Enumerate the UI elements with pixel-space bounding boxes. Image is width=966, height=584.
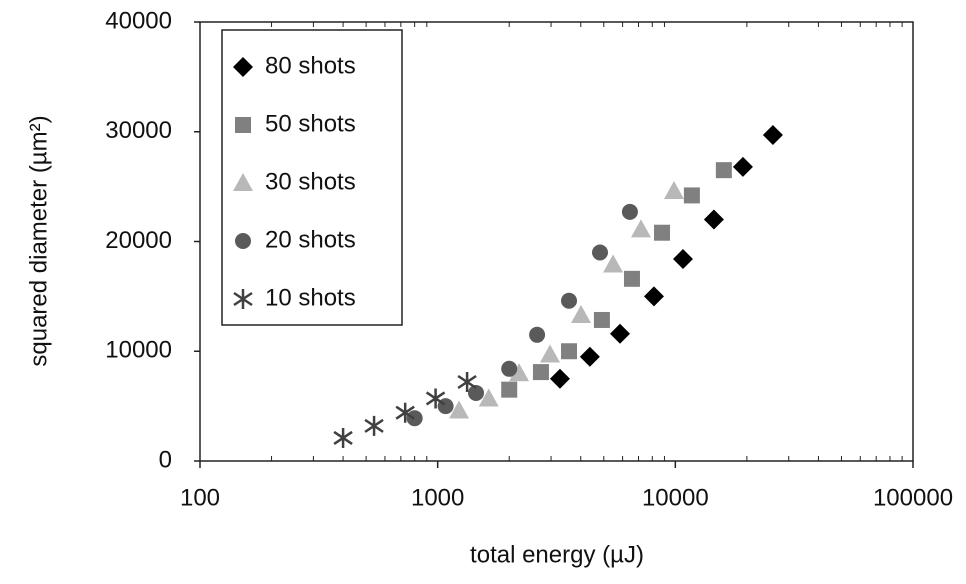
point <box>609 323 630 344</box>
legend-label: 50 shots <box>265 110 356 137</box>
point <box>643 286 664 307</box>
legend-label: 80 shots <box>265 52 356 79</box>
point <box>732 156 753 177</box>
y-tick-label: 10000 <box>105 337 172 364</box>
point <box>501 381 518 398</box>
y-tick-label: 0 <box>159 446 172 473</box>
point <box>425 388 446 409</box>
point <box>603 254 624 273</box>
legend-marker <box>235 233 251 249</box>
point <box>395 402 415 423</box>
point <box>540 344 561 363</box>
legend-label: 10 shots <box>265 284 356 311</box>
point <box>561 343 578 360</box>
point <box>406 410 423 427</box>
point <box>623 270 640 287</box>
point <box>683 187 700 204</box>
legend-box <box>221 29 403 326</box>
legend-marker <box>233 57 253 77</box>
point <box>333 427 353 448</box>
point <box>501 360 518 377</box>
legend-marker <box>233 173 253 191</box>
point <box>672 249 693 270</box>
point <box>468 384 485 401</box>
x-tick-label: 100000 <box>873 484 953 511</box>
point <box>449 400 470 419</box>
point <box>621 203 638 220</box>
y-axis-title: squared diameter (µm²) <box>25 115 52 366</box>
point <box>532 364 549 381</box>
point <box>571 305 592 324</box>
point <box>593 311 610 328</box>
x-axis-title: total energy (µJ) <box>470 541 644 568</box>
point <box>630 219 651 238</box>
point <box>478 388 499 407</box>
point <box>654 224 671 241</box>
point <box>561 292 578 309</box>
point <box>715 162 732 179</box>
x-tick-label: 1000 <box>411 484 464 511</box>
legend-label: 20 shots <box>265 226 356 253</box>
point <box>529 326 546 343</box>
point <box>762 125 783 146</box>
point <box>364 415 384 436</box>
y-tick-label: 30000 <box>105 117 172 144</box>
point <box>579 346 600 367</box>
y-tick-label: 40000 <box>105 7 172 34</box>
point <box>663 181 684 200</box>
y-tick-label: 20000 <box>105 227 172 254</box>
legend-marker <box>233 289 253 309</box>
point <box>457 371 477 392</box>
legend-marker <box>235 117 251 133</box>
x-tick-label: 10000 <box>642 484 709 511</box>
legend-label: 30 shots <box>265 168 356 195</box>
point <box>549 368 570 389</box>
point <box>509 363 530 382</box>
point <box>592 244 609 261</box>
point <box>703 209 724 230</box>
x-tick-label: 100 <box>180 484 220 511</box>
